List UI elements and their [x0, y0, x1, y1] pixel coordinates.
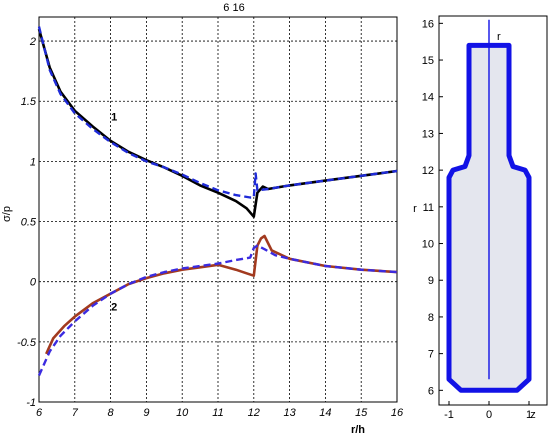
y-tick-label: 0 — [30, 277, 37, 289]
geometry-series-group — [446, 19, 532, 393]
geometry-y-tick-label: 12 — [422, 165, 434, 177]
geometry-y-tick-label: 8 — [428, 312, 434, 324]
x-tick-label: 11 — [212, 407, 223, 419]
geometry-y-tick-label: 9 — [428, 275, 434, 287]
curve-annotation-2: 2 — [111, 302, 117, 314]
series-group — [37, 26, 398, 376]
geometry-axis-ticks: 6 7 8 9 10 11 12 13 14 15 16 -1 0 1z — [422, 18, 536, 421]
y-tick-label: 2 — [29, 36, 36, 48]
geometry-x-tick-label: 1 — [526, 409, 532, 421]
geometry-y-tick-label: 6 — [428, 385, 434, 397]
annotation-group: 12 — [111, 111, 117, 313]
y-tick-label: -1 — [26, 397, 36, 409]
y-tick-label: -0.5 — [17, 337, 37, 349]
y-tick-label: 0.5 — [21, 217, 37, 229]
geometry-axis-tag: r — [497, 31, 501, 43]
chart-title: 6 16 — [223, 2, 244, 14]
geometry-y-tick-label: 7 — [428, 349, 434, 361]
axis-ticks: 6 7 8 9 10 11 12 13 14 15 16-1-0.500.511.52 — [17, 36, 404, 419]
geometry-plot: 6 7 8 9 10 11 12 13 14 15 16 -1 0 1z r r — [413, 15, 548, 421]
geometry-x-tick-label: 0 — [486, 409, 492, 421]
geometry-y-tick-label: 11 — [423, 202, 434, 214]
geometry-y-tick-label: 10 — [422, 239, 434, 251]
x-tick-label: 10 — [176, 407, 189, 419]
curve-annotation-1: 1 — [111, 111, 117, 123]
stress-plot: 6 7 8 9 10 11 12 13 14 15 16-1-0.500.511.52 12 6 1… — [1, 2, 404, 436]
geometry-y-tick-label: 16 — [422, 18, 434, 30]
x-tick-label: 9 — [143, 407, 149, 419]
geometry-x-tick-label: z — [530, 409, 536, 421]
geometry-y-axis-label: r — [413, 203, 417, 215]
x-tick-label: 15 — [355, 407, 368, 419]
x-tick-label: 7 — [72, 407, 79, 419]
y-axis-label: σ/p — [1, 206, 13, 222]
geometry-y-tick-label: 13 — [422, 128, 434, 140]
x-tick-label: 14 — [319, 407, 331, 419]
x-tick-label: 16 — [391, 407, 404, 419]
x-tick-label: 6 — [36, 407, 43, 419]
x-tick-label: 13 — [283, 407, 296, 419]
series-line-4 — [37, 244, 398, 376]
y-tick-label: 1.5 — [21, 96, 37, 108]
y-tick-label: 1 — [30, 156, 36, 168]
geometry-x-tick-label: -1 — [444, 409, 454, 421]
series-line-2 — [37, 26, 398, 199]
x-axis-label: r/h — [351, 424, 365, 436]
geometry-y-tick-label: 14 — [422, 92, 434, 104]
x-tick-label: 12 — [248, 407, 260, 419]
x-tick-label: 8 — [108, 407, 115, 419]
geometry-y-tick-label: 15 — [422, 55, 434, 67]
